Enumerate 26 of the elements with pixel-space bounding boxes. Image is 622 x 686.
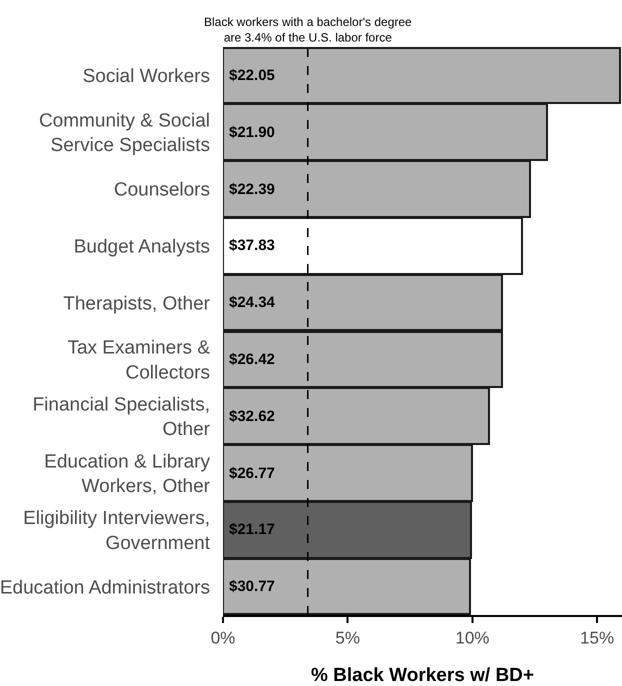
y-tick-label: Social Workers [82, 66, 210, 88]
x-tick-label: 15% [580, 628, 614, 648]
y-tick-label: Education Administrators [0, 577, 210, 598]
annotation: $30.77 [229, 578, 275, 595]
y-tick-label: Financial Specialists, Other [32, 394, 211, 440]
ref-line-label: Black workers with a bachelor's degree are 3.4% of the U.S. labor force [204, 15, 412, 45]
y-tick-label: Counselors [114, 180, 210, 201]
annotation: $32.62 [229, 408, 275, 425]
y-tick-label: Tax Examiners & Collectors [67, 338, 210, 384]
annotation: $26.42 [229, 351, 275, 368]
annotation: $37.83 [229, 237, 275, 254]
annotation: $21.90 [229, 124, 275, 141]
y-tick-label: Budget Analysts [74, 236, 210, 258]
annotation: $24.34 [229, 294, 276, 311]
annotation: $26.77 [229, 465, 275, 482]
y-tick-label: Community & Social Service Specialists [38, 110, 210, 156]
y-tick-label: Therapists, Other [63, 293, 211, 314]
y-tick-label: Eligibility Interviewers, Government [23, 508, 211, 554]
annotation: $21.17 [229, 521, 275, 538]
y-tick-label: Education & Library Workers, Other [44, 451, 211, 497]
x-tick-label: 10% [455, 628, 490, 648]
x-tick-label: 5% [335, 628, 360, 648]
annotation: $22.05 [229, 67, 275, 84]
x-axis-title: % Black Workers w/ BD+ [311, 665, 534, 686]
annotation: $22.39 [229, 181, 275, 198]
x-tick-label: 0% [210, 628, 236, 648]
